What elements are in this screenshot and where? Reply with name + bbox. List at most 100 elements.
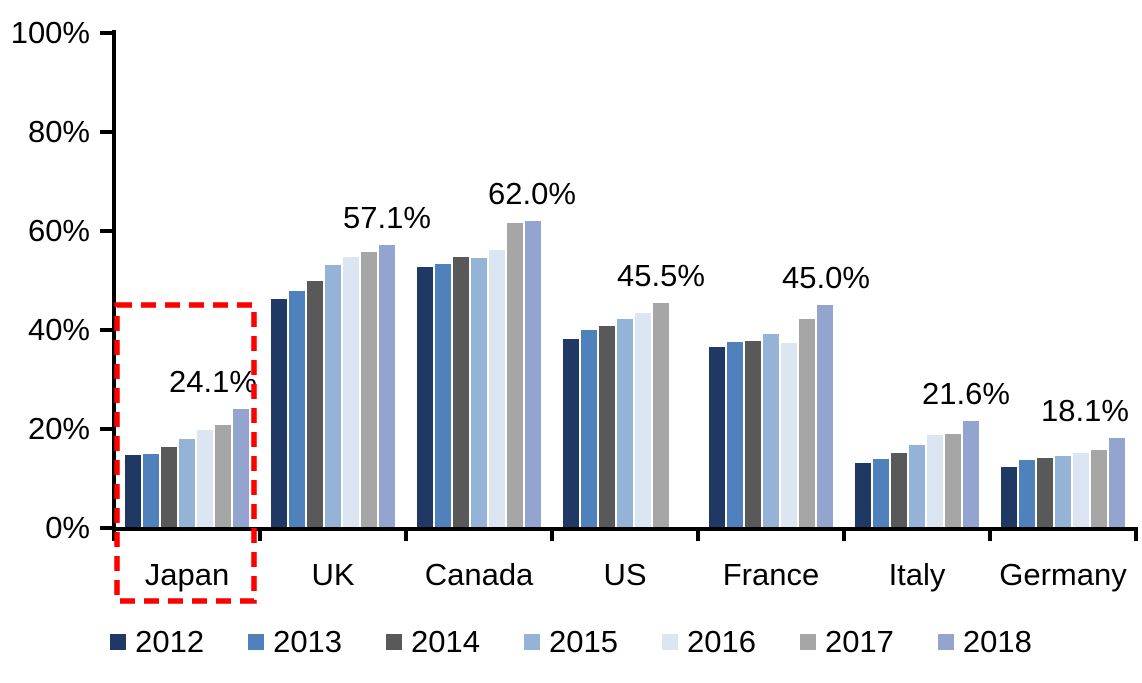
- bar-italy-2013: [873, 459, 889, 528]
- category-label-us: US: [603, 557, 647, 592]
- bar-germany-2016: [1073, 452, 1089, 528]
- bar-italy-2014: [891, 452, 907, 528]
- data-label-canada: 62.0%: [488, 176, 576, 212]
- bar-us-2015: [617, 319, 633, 528]
- category-label-canada: Canada: [424, 557, 534, 592]
- data-label-us: 45.5%: [617, 257, 705, 293]
- legend-swatch-2014: [386, 634, 403, 650]
- bar-us-2014: [599, 325, 615, 528]
- y-axis-label-100: 100%: [10, 15, 90, 50]
- bar-us-2017: [653, 302, 669, 528]
- bar-germany-2014: [1037, 458, 1053, 528]
- bar-us-2012: [563, 338, 579, 528]
- bar-canada-2016: [489, 249, 505, 528]
- category-label-germany: Germany: [999, 557, 1127, 592]
- legend-item-2013: 2013: [248, 624, 342, 660]
- y-axis-tick-40: [100, 328, 114, 332]
- legend-label-2014: 2014: [411, 624, 481, 659]
- bar-uk-2013: [289, 290, 305, 528]
- y-axis-label-40: 40%: [27, 312, 90, 347]
- y-axis-label-0: 0%: [45, 510, 90, 545]
- legend-swatch-2017: [799, 634, 816, 650]
- bar-uk-2012: [271, 298, 287, 528]
- y-axis-line: [112, 30, 116, 530]
- category-label-france: France: [722, 557, 820, 592]
- bar-uk-2015: [325, 265, 341, 528]
- x-axis-tick-1: [258, 527, 262, 541]
- bar-france-2012: [709, 347, 725, 528]
- y-axis-tick-20: [100, 427, 114, 431]
- bar-us-2013: [581, 329, 597, 528]
- bar-italy-2017: [945, 433, 961, 528]
- legend-label-2017: 2017: [824, 624, 894, 659]
- data-label-japan: 24.1%: [169, 363, 257, 399]
- category-label-japan: Japan: [144, 557, 230, 592]
- bar-italy-2015: [909, 445, 925, 528]
- legend-item-2017: 2017: [799, 624, 894, 660]
- bar-canada-2017: [507, 223, 523, 528]
- y-axis-label-60: 60%: [27, 213, 90, 248]
- x-axis-tick-5: [842, 527, 846, 541]
- legend-swatch-2018: [937, 634, 954, 650]
- x-axis-tick-4: [696, 527, 700, 541]
- bar-canada-2018: [525, 221, 541, 528]
- legend-swatch-2016: [661, 634, 678, 650]
- bar-germany-2012: [1001, 467, 1017, 528]
- x-axis-line: [112, 527, 1138, 531]
- bar-japan-2017: [215, 425, 231, 528]
- legend-swatch-2012: [110, 634, 127, 650]
- legend-swatch-2013: [248, 634, 265, 650]
- bar-canada-2014: [453, 256, 469, 528]
- bar-germany-2018: [1109, 438, 1125, 528]
- bar-canada-2015: [471, 257, 487, 528]
- y-axis-tick-100: [100, 31, 114, 35]
- y-axis-label-20: 20%: [27, 411, 90, 446]
- bar-italy-2016: [927, 435, 943, 528]
- x-axis-tick-2: [404, 527, 408, 541]
- bar-uk-2016: [343, 257, 359, 528]
- y-axis-tick-0: [100, 526, 114, 530]
- bar-france-2013: [727, 341, 743, 528]
- bar-japan-2014: [161, 446, 177, 528]
- legend-item-2014: 2014: [386, 624, 480, 660]
- bar-italy-2018: [963, 421, 979, 528]
- category-label-uk: UK: [311, 557, 355, 592]
- legend-swatch-2015: [524, 634, 541, 650]
- x-axis-tick-7: [1134, 527, 1138, 541]
- legend-label-2013: 2013: [273, 624, 343, 659]
- bar-uk-2017: [361, 252, 377, 528]
- legend-label-2012: 2012: [135, 624, 205, 659]
- bar-japan-2016: [197, 429, 213, 528]
- data-label-uk: 57.1%: [343, 200, 431, 236]
- legend: 2012 2013 2014 2015 2016 2017 2018: [0, 624, 1142, 660]
- category-label-italy: Italy: [888, 557, 946, 592]
- bar-canada-2012: [417, 266, 433, 528]
- bar-france-2018: [817, 305, 833, 528]
- y-axis-label-80: 80%: [27, 114, 90, 149]
- legend-item-2018: 2018: [937, 624, 1032, 660]
- bar-uk-2018: [379, 245, 395, 528]
- bar-japan-2018: [233, 408, 249, 528]
- x-axis-tick-3: [550, 527, 554, 541]
- data-label-italy: 21.6%: [922, 376, 1010, 412]
- legend-label-2018: 2018: [962, 624, 1032, 659]
- legend-label-2015: 2015: [549, 624, 618, 659]
- bar-germany-2017: [1091, 450, 1107, 528]
- bar-germany-2015: [1055, 456, 1071, 528]
- data-label-france: 45.0%: [782, 260, 870, 296]
- x-axis-tick-6: [988, 527, 992, 541]
- bar-canada-2013: [435, 264, 451, 528]
- data-label-germany: 18.1%: [1041, 393, 1129, 429]
- legend-item-2016: 2016: [661, 624, 756, 660]
- legend-item-2012: 2012: [110, 624, 204, 660]
- bar-france-2016: [781, 343, 797, 528]
- bar-japan-2015: [179, 439, 195, 528]
- legend-label-2016: 2016: [686, 624, 756, 659]
- bar-germany-2013: [1019, 460, 1035, 528]
- y-axis-tick-80: [100, 130, 114, 134]
- bar-france-2015: [763, 333, 779, 528]
- bar-france-2017: [799, 319, 815, 528]
- y-axis-tick-60: [100, 229, 114, 233]
- legend-item-2015: 2015: [524, 624, 618, 660]
